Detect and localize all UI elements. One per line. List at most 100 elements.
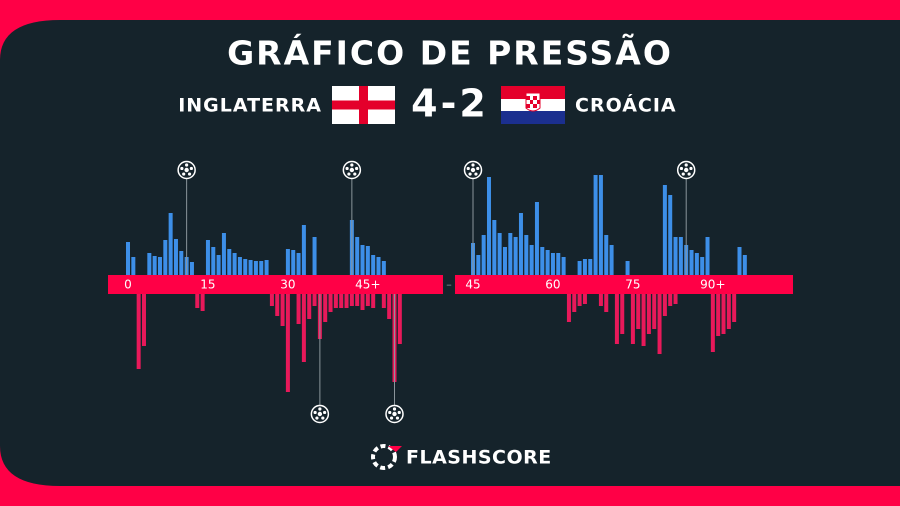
goal-icon-patch: [353, 172, 357, 176]
goal-icon-patch: [689, 166, 693, 171]
goal-icon-patch: [679, 166, 684, 171]
home-bar: [598, 175, 603, 275]
away-bar: [732, 294, 737, 322]
away-bar: [582, 294, 587, 304]
goal-icon-center: [184, 167, 189, 173]
home-bar: [131, 257, 136, 275]
goal-marker: [676, 160, 696, 275]
goal-icon-patch: [318, 407, 322, 411]
home-bar: [705, 237, 710, 275]
away-bar: [200, 294, 205, 311]
home-bar: [365, 246, 370, 275]
away-bar: [614, 294, 619, 344]
home-bar: [609, 245, 614, 275]
home-bar: [360, 245, 365, 275]
home-bar: [163, 240, 168, 275]
away-bar: [195, 294, 200, 308]
goal-icon-patch: [466, 166, 470, 171]
away-bar: [716, 294, 721, 336]
home-bar: [668, 195, 673, 275]
away-bar: [269, 294, 274, 306]
goal-icon-patch: [397, 410, 401, 415]
away-bar: [296, 294, 301, 324]
away-bar: [333, 294, 338, 308]
home-bar: [179, 251, 184, 275]
home-bar: [312, 237, 317, 275]
goal-icon-center: [349, 167, 355, 173]
home-bar: [355, 237, 360, 275]
away-bar: [323, 294, 328, 322]
home-bar: [168, 213, 173, 275]
bottom-band: [0, 486, 560, 506]
home-bar: [243, 259, 248, 275]
goal-icon-patch: [187, 172, 192, 176]
score: 4-2: [411, 82, 489, 126]
away-bar: [285, 294, 290, 392]
home-bar: [497, 233, 502, 275]
away-team: CROÁCIA: [575, 94, 677, 117]
goal-icon-patch: [474, 172, 478, 176]
away-bar: [620, 294, 625, 334]
away-bar: [572, 294, 577, 312]
corner: [840, 486, 900, 506]
home-bar: [561, 257, 566, 275]
home-bar: [481, 235, 486, 275]
goal-icon-center: [684, 167, 689, 173]
home-bar: [625, 261, 630, 275]
brand-logo: [371, 444, 402, 470]
home-bar: [189, 262, 194, 275]
home-bar: [371, 255, 376, 275]
home-bar: [534, 202, 539, 275]
home-bar: [376, 257, 381, 275]
away-bar: [630, 294, 635, 344]
home-bar: [221, 233, 226, 275]
goal-icon-patch: [315, 416, 319, 420]
home-bar: [381, 261, 386, 275]
home-bar: [513, 237, 518, 275]
timeline-strip: [108, 275, 443, 294]
goal-icon-patch: [185, 163, 189, 167]
x-tick-label: 0: [124, 278, 132, 292]
goal-marker: [463, 160, 483, 275]
home-bar: [291, 250, 296, 275]
home-bar: [237, 257, 242, 275]
goal-marker: [342, 160, 362, 275]
away-bar: [652, 294, 657, 329]
goal-icon-patch: [347, 172, 351, 176]
goal-icon-patch: [392, 407, 397, 411]
away-bar: [365, 294, 370, 306]
away-bar: [307, 294, 312, 319]
goal-marker: [310, 294, 330, 424]
away-bar: [328, 294, 333, 312]
home-bar: [545, 250, 550, 275]
half-separator: –: [446, 278, 452, 291]
x-tick-label: 75: [625, 278, 640, 292]
away-bar: [668, 294, 673, 306]
away-bar: [604, 294, 609, 312]
home-bar: [550, 253, 555, 275]
away-bar: [275, 294, 280, 316]
home-bar: [264, 260, 269, 275]
home-bar: [152, 256, 157, 275]
goal-icon-patch: [350, 163, 354, 167]
timeline-strip: [455, 275, 793, 294]
home-bar: [582, 259, 587, 275]
goal-icon-patch: [681, 172, 685, 176]
home-bar: [604, 235, 609, 275]
home-bar: [700, 257, 705, 275]
x-tick-label: 90+: [700, 278, 725, 292]
x-tick-label: 45: [465, 278, 480, 292]
home-bar: [502, 247, 507, 275]
away-bar: [646, 294, 651, 334]
away-bar: [371, 294, 376, 308]
away-bar: [397, 294, 402, 344]
goal-icon-patch: [180, 166, 184, 171]
home-bar: [126, 242, 130, 275]
home-bar: [694, 253, 699, 275]
away-bar: [381, 294, 386, 308]
goal-icon-patch: [687, 172, 691, 176]
home-bar: [253, 261, 258, 275]
home-bar: [227, 249, 232, 275]
away-bar: [641, 294, 646, 346]
